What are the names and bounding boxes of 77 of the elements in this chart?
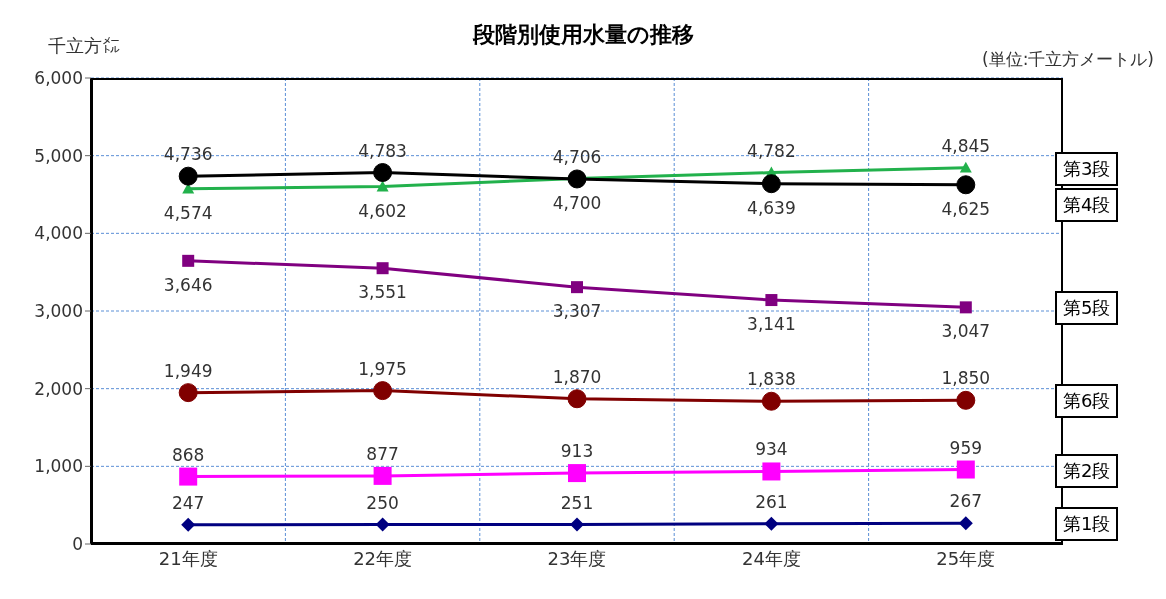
data-label: 4,736: [163, 144, 213, 165]
text: 第3段: [1055, 151, 1119, 186]
text: (単位:千立方メートル): [982, 48, 1154, 71]
data-label: 3,307: [552, 301, 602, 322]
point: [375, 517, 390, 532]
point: [179, 467, 198, 486]
y-tick-label: 4,000: [34, 223, 83, 244]
data-label: 261: [755, 491, 788, 512]
x-tick-label: 24年度: [741, 547, 801, 569]
point: [567, 169, 587, 189]
data-label: 877: [366, 443, 399, 464]
chart-title: 段階別使用水量の推移: [472, 22, 694, 47]
data-label: 4,625: [941, 198, 991, 219]
data-label: 3,047: [941, 321, 991, 342]
data-label: 4,574: [163, 202, 213, 223]
point: [373, 163, 393, 183]
y-tick-label: 3,000: [34, 301, 83, 322]
text: 第6段: [1055, 384, 1119, 419]
point: [567, 389, 587, 409]
data-label: 1,838: [747, 369, 796, 390]
point: [956, 175, 976, 195]
y-axis-title: 千立方㍍: [48, 34, 120, 58]
data-label: 251: [560, 492, 594, 513]
point: [373, 466, 392, 485]
y-tick-label: 5,000: [34, 145, 83, 166]
text: 第5段: [1055, 291, 1119, 326]
data-label: 1,870: [552, 366, 602, 387]
point: [764, 516, 779, 531]
point: [956, 460, 975, 479]
x-tick-label: 22年度: [353, 547, 413, 569]
point: [958, 516, 973, 531]
data-label: 247: [171, 492, 205, 513]
point: [178, 166, 198, 186]
point: [761, 174, 781, 194]
y-tick-label: 2,000: [34, 378, 83, 399]
point: [376, 262, 389, 275]
point: [568, 464, 586, 483]
data-label: 3,646: [163, 274, 213, 295]
point: [956, 390, 976, 410]
point: [959, 161, 972, 173]
data-label: 1,975: [358, 358, 407, 379]
x-tick-label: 21年度: [158, 547, 218, 569]
text: 第1段: [1055, 507, 1119, 542]
data-label: 1,850: [941, 368, 991, 389]
data-label: 1,949: [163, 360, 213, 381]
data-label: 4,602: [358, 200, 407, 221]
point: [182, 254, 195, 267]
point: [765, 294, 778, 307]
data-label: 250: [366, 492, 399, 513]
data-label: 4,845: [941, 135, 991, 156]
legend-label: 第4段: [1055, 187, 1119, 222]
data-label: 267: [949, 491, 983, 512]
data-label: 4,783: [358, 140, 407, 161]
x-tick-label: 25年度: [936, 547, 996, 569]
data-label: 913: [560, 441, 594, 462]
y-tick-label: 6,000: [34, 68, 83, 89]
point: [571, 281, 583, 294]
data-label: 3,141: [747, 314, 796, 335]
x-tick-label: 23年度: [547, 547, 607, 569]
data-label: 4,706: [552, 146, 602, 167]
point: [959, 301, 972, 314]
point: [376, 180, 389, 192]
text: 第2段: [1055, 453, 1119, 488]
point: [761, 391, 781, 411]
y-tick-label: 0: [72, 534, 83, 555]
data-label: 868: [171, 444, 205, 465]
point: [178, 383, 198, 403]
point: [762, 462, 781, 481]
point: [181, 517, 196, 532]
point: [373, 381, 393, 401]
data-label: 959: [949, 437, 983, 458]
data-label: 3,551: [358, 282, 407, 303]
data-label: 934: [755, 439, 788, 460]
data-label: 4,639: [747, 197, 796, 218]
data-label: 4,700: [552, 192, 602, 213]
point: [570, 517, 584, 532]
y-tick-label: 1,000: [34, 456, 83, 477]
